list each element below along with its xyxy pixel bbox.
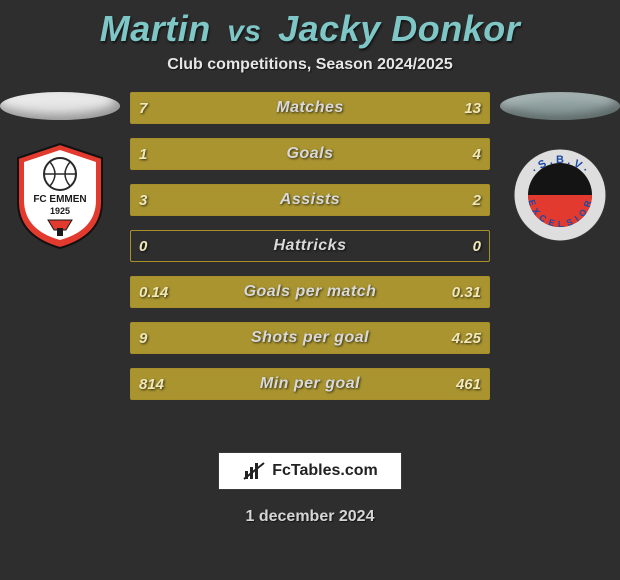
stat-label: Shots per goal — [131, 323, 489, 353]
stat-label: Goals — [131, 139, 489, 169]
vs-text: vs — [221, 15, 267, 48]
stat-value-right: 4.25 — [444, 323, 489, 353]
left-oval — [0, 92, 120, 120]
stat-value-left: 1 — [131, 139, 155, 169]
stat-value-left: 0.14 — [131, 277, 176, 307]
stat-value-right: 13 — [456, 93, 489, 123]
stat-row: Matches7 13 — [130, 92, 490, 124]
stat-bars: Matches7 13 Goals1 4 Assists3 2 Hattricks0 0 Goa… — [130, 92, 490, 400]
stat-row: Goals1 4 — [130, 138, 490, 170]
right-oval — [500, 92, 620, 120]
stat-value-left: 9 — [131, 323, 155, 353]
stat-label: Matches — [131, 93, 489, 123]
right-club-column: · S . B . V · E X C E L S I O R — [500, 92, 620, 250]
brand-badge: FcTables.com — [218, 452, 402, 490]
stat-value-left: 814 — [131, 369, 172, 399]
stat-value-left: 7 — [131, 93, 155, 123]
stat-value-right: 461 — [448, 369, 489, 399]
right-club-badge: · S . B . V · E X C E L S I O R — [510, 140, 610, 250]
left-club-column: FC EMMEN 1925 — [0, 92, 120, 250]
chart-icon — [242, 459, 266, 483]
stat-label: Goals per match — [131, 277, 489, 307]
subtitle: Club competitions, Season 2024/2025 — [0, 56, 620, 74]
stat-value-left: 3 — [131, 185, 155, 215]
stat-row: Hattricks0 0 — [130, 230, 490, 262]
stat-value-right: 4 — [465, 139, 489, 169]
player1-name: Martin — [100, 8, 211, 49]
stat-label: Assists — [131, 185, 489, 215]
sbv-excelsior-badge-icon: · S . B . V · E X C E L S I O R — [510, 145, 610, 245]
stat-value-right: 2 — [465, 185, 489, 215]
stat-value-right: 0 — [465, 231, 489, 261]
stat-value-left: 0 — [131, 231, 155, 261]
stat-row: Goals per match0.14 0.31 — [130, 276, 490, 308]
fc-emmen-badge-icon: FC EMMEN 1925 — [10, 140, 110, 250]
comparison-body: FC EMMEN 1925 Matches7 13 Goals1 4 Assists3 2… — [0, 92, 620, 412]
stat-value-right: 0.31 — [444, 277, 489, 307]
footer-date: 1 december 2024 — [0, 508, 620, 526]
player2-name: Jacky Donkor — [278, 8, 520, 49]
stat-label: Min per goal — [131, 369, 489, 399]
stat-row: Assists3 2 — [130, 184, 490, 216]
stat-row: Shots per goal9 4.25 — [130, 322, 490, 354]
brand-text: FcTables.com — [272, 462, 378, 480]
stat-row: Min per goal814 461 — [130, 368, 490, 400]
stat-label: Hattricks — [131, 231, 489, 261]
svg-text:1925: 1925 — [50, 206, 70, 216]
left-club-badge: FC EMMEN 1925 — [10, 140, 110, 250]
comparison-title: Martin vs Jacky Donkor — [0, 0, 620, 50]
svg-text:FC EMMEN: FC EMMEN — [33, 194, 86, 205]
